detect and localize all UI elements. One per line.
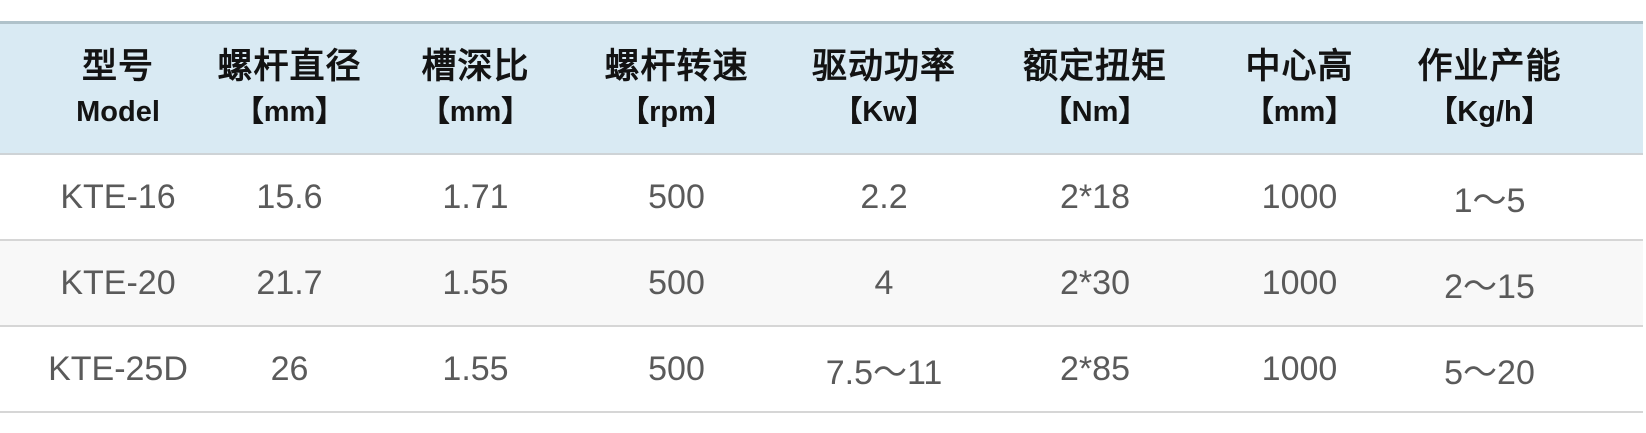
cell-groove-ratio: 1.71 <box>377 154 574 241</box>
cell-screw-diameter: 26 <box>202 326 377 413</box>
cell-screw-speed: 500 <box>574 326 779 413</box>
column-header-center-height: 中心高 【mm】 <box>1201 22 1398 155</box>
page: 型号 Model 螺杆直径 【mm】 槽深比 【mm】 螺杆转速 【rpm】 驱… <box>0 21 1643 413</box>
column-title: 螺杆直径 <box>217 47 362 87</box>
column-unit: 【Nm】 <box>1042 95 1148 128</box>
column-header-model: 型号 Model <box>0 22 202 155</box>
column-title: 型号 <box>81 47 154 87</box>
column-unit: 【rpm】 <box>620 95 733 128</box>
cell-rated-torque: 2*18 <box>989 154 1201 241</box>
cell-center-height: 1000 <box>1201 154 1398 241</box>
column-subtitle: Model <box>76 95 160 128</box>
column-title: 驱动功率 <box>811 47 956 87</box>
cell-capacity: 1～5 <box>1398 154 1643 241</box>
cell-model: KTE-25D <box>0 326 202 413</box>
cell-rated-torque: 2*85 <box>989 326 1201 413</box>
spec-table: 型号 Model 螺杆直径 【mm】 槽深比 【mm】 螺杆转速 【rpm】 驱… <box>0 21 1643 413</box>
header-row: 型号 Model 螺杆直径 【mm】 槽深比 【mm】 螺杆转速 【rpm】 驱… <box>0 22 1643 155</box>
cell-center-height: 1000 <box>1201 326 1398 413</box>
cell-groove-ratio: 1.55 <box>377 240 574 327</box>
cell-screw-speed: 500 <box>574 240 779 327</box>
cell-capacity: 5～20 <box>1398 326 1643 413</box>
cell-screw-diameter: 21.7 <box>202 240 377 327</box>
column-title: 槽深比 <box>421 47 530 87</box>
column-unit: 【Kw】 <box>833 95 935 128</box>
cell-capacity: 2～15 <box>1398 240 1643 327</box>
cell-screw-diameter: 15.6 <box>202 154 377 241</box>
column-header-groove-depth-ratio: 槽深比 【mm】 <box>377 22 574 155</box>
column-title: 额定扭矩 <box>1022 47 1167 87</box>
cell-model: KTE-20 <box>0 240 202 327</box>
cell-rated-torque: 2*30 <box>989 240 1201 327</box>
table-row-kte-16: KTE-16 15.6 1.71 500 2.2 2*18 1000 1～5 <box>0 154 1643 241</box>
table-body: KTE-16 15.6 1.71 500 2.2 2*18 1000 1～5 K… <box>0 154 1643 413</box>
cell-groove-ratio: 1.55 <box>377 326 574 413</box>
cell-drive-power: 2.2 <box>779 154 989 241</box>
table-row-kte-20: KTE-20 21.7 1.55 500 4 2*30 1000 2～15 <box>0 240 1643 327</box>
column-header-drive-power: 驱动功率 【Kw】 <box>779 22 989 155</box>
column-title: 中心高 <box>1245 47 1354 87</box>
cell-drive-power: 4 <box>779 240 989 327</box>
cell-drive-power: 7.5～11 <box>779 326 989 413</box>
table-header: 型号 Model 螺杆直径 【mm】 槽深比 【mm】 螺杆转速 【rpm】 驱… <box>0 22 1643 155</box>
cell-screw-speed: 500 <box>574 154 779 241</box>
column-unit: 【mm】 <box>234 95 345 128</box>
column-title: 作业产能 <box>1417 47 1562 87</box>
cell-model: KTE-16 <box>0 154 202 241</box>
column-header-screw-diameter: 螺杆直径 【mm】 <box>202 22 377 155</box>
column-header-screw-speed: 螺杆转速 【rpm】 <box>574 22 779 155</box>
column-unit: 【mm】 <box>1244 95 1355 128</box>
column-header-capacity: 作业产能 【Kg/h】 <box>1398 22 1643 155</box>
column-unit: 【Kg/h】 <box>1428 95 1551 128</box>
column-title: 螺杆转速 <box>604 47 749 87</box>
column-header-rated-torque: 额定扭矩 【Nm】 <box>989 22 1201 155</box>
column-unit: 【mm】 <box>420 95 531 128</box>
cell-center-height: 1000 <box>1201 240 1398 327</box>
table-row-kte-25d: KTE-25D 26 1.55 500 7.5～11 2*85 1000 5～2… <box>0 326 1643 413</box>
